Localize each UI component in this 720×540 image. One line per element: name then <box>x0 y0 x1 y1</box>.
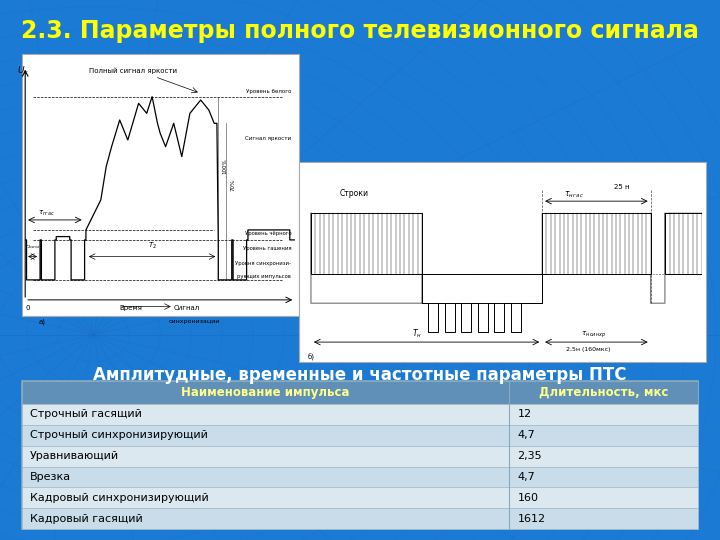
Text: 2.3. Параметры полного телевизионного сигнала: 2.3. Параметры полного телевизионного си… <box>21 19 699 43</box>
Text: Строчный синхронизирующий: Строчный синхронизирующий <box>30 430 208 440</box>
Bar <box>422 274 542 303</box>
Bar <box>299 162 706 362</box>
Text: $T_н$: $T_н$ <box>412 327 421 340</box>
Text: Сигнал яркости: Сигнал яркости <box>245 136 291 141</box>
Text: $\tau_{н\,гас}$: $\tau_{н\,гас}$ <box>564 190 583 200</box>
Bar <box>665 213 702 274</box>
Text: $\tau_{н\,синхр}$: $\tau_{н\,синхр}$ <box>581 330 606 340</box>
Text: 4,7: 4,7 <box>518 472 535 482</box>
Text: Кадровый гасящий: Кадровый гасящий <box>30 514 143 524</box>
Bar <box>22 381 698 404</box>
Text: Длительность, мкс: Длительность, мкс <box>539 386 668 399</box>
Text: а): а) <box>39 318 45 325</box>
Bar <box>542 213 651 274</box>
Text: Уровень гашения: Уровень гашения <box>243 246 291 251</box>
Text: 4,7: 4,7 <box>518 430 535 440</box>
Text: Уравнивающий: Уравнивающий <box>30 451 120 461</box>
Text: Амплитудные, временные и частотные параметры ПТС: Амплитудные, временные и частотные парам… <box>94 366 626 384</box>
Text: $\tau_{2синх}$: $\tau_{2синх}$ <box>24 243 41 251</box>
Text: 25 н: 25 н <box>614 184 630 190</box>
Text: 2,5н (160мкс): 2,5н (160мкс) <box>566 347 610 352</box>
Bar <box>22 467 698 488</box>
Text: $T_2$: $T_2$ <box>148 241 156 252</box>
Bar <box>311 213 422 274</box>
Text: Кадровый синхронизирующий: Кадровый синхронизирующий <box>30 493 209 503</box>
Text: Строчный гасящий: Строчный гасящий <box>30 409 142 420</box>
Text: 12: 12 <box>518 409 531 420</box>
Text: Уровень чёрного: Уровень чёрного <box>245 231 291 236</box>
Text: б): б) <box>308 353 315 361</box>
Text: 100%: 100% <box>222 159 228 174</box>
Bar <box>22 508 698 529</box>
Text: рующих импульсов: рующих импульсов <box>238 274 291 279</box>
Text: Сигнал: Сигнал <box>174 305 200 311</box>
Text: Строки: Строки <box>339 190 368 198</box>
Text: синхронизации: синхронизации <box>168 319 220 324</box>
Text: 70%: 70% <box>230 179 235 191</box>
Text: Уровень белого: Уровень белого <box>246 89 291 94</box>
Text: 1612: 1612 <box>518 514 546 524</box>
Text: Уровня синхронизи-: Уровня синхронизи- <box>235 261 291 266</box>
Bar <box>22 54 299 316</box>
Text: 0: 0 <box>25 305 30 311</box>
Bar <box>22 404 698 425</box>
Text: Полный сигнал яркости: Полный сигнал яркости <box>89 68 177 75</box>
Bar <box>22 425 698 446</box>
Text: 160: 160 <box>518 493 539 503</box>
Bar <box>22 488 698 508</box>
Bar <box>22 381 698 529</box>
Text: $\tau_{ггас}$: $\tau_{ггас}$ <box>38 209 55 218</box>
Text: Время: Время <box>120 305 143 311</box>
Bar <box>22 446 698 467</box>
Text: 2,35: 2,35 <box>518 451 542 461</box>
Text: $U_c$: $U_c$ <box>17 64 29 77</box>
Text: Врезка: Врезка <box>30 472 71 482</box>
Text: Наименование импульса: Наименование импульса <box>181 386 349 399</box>
